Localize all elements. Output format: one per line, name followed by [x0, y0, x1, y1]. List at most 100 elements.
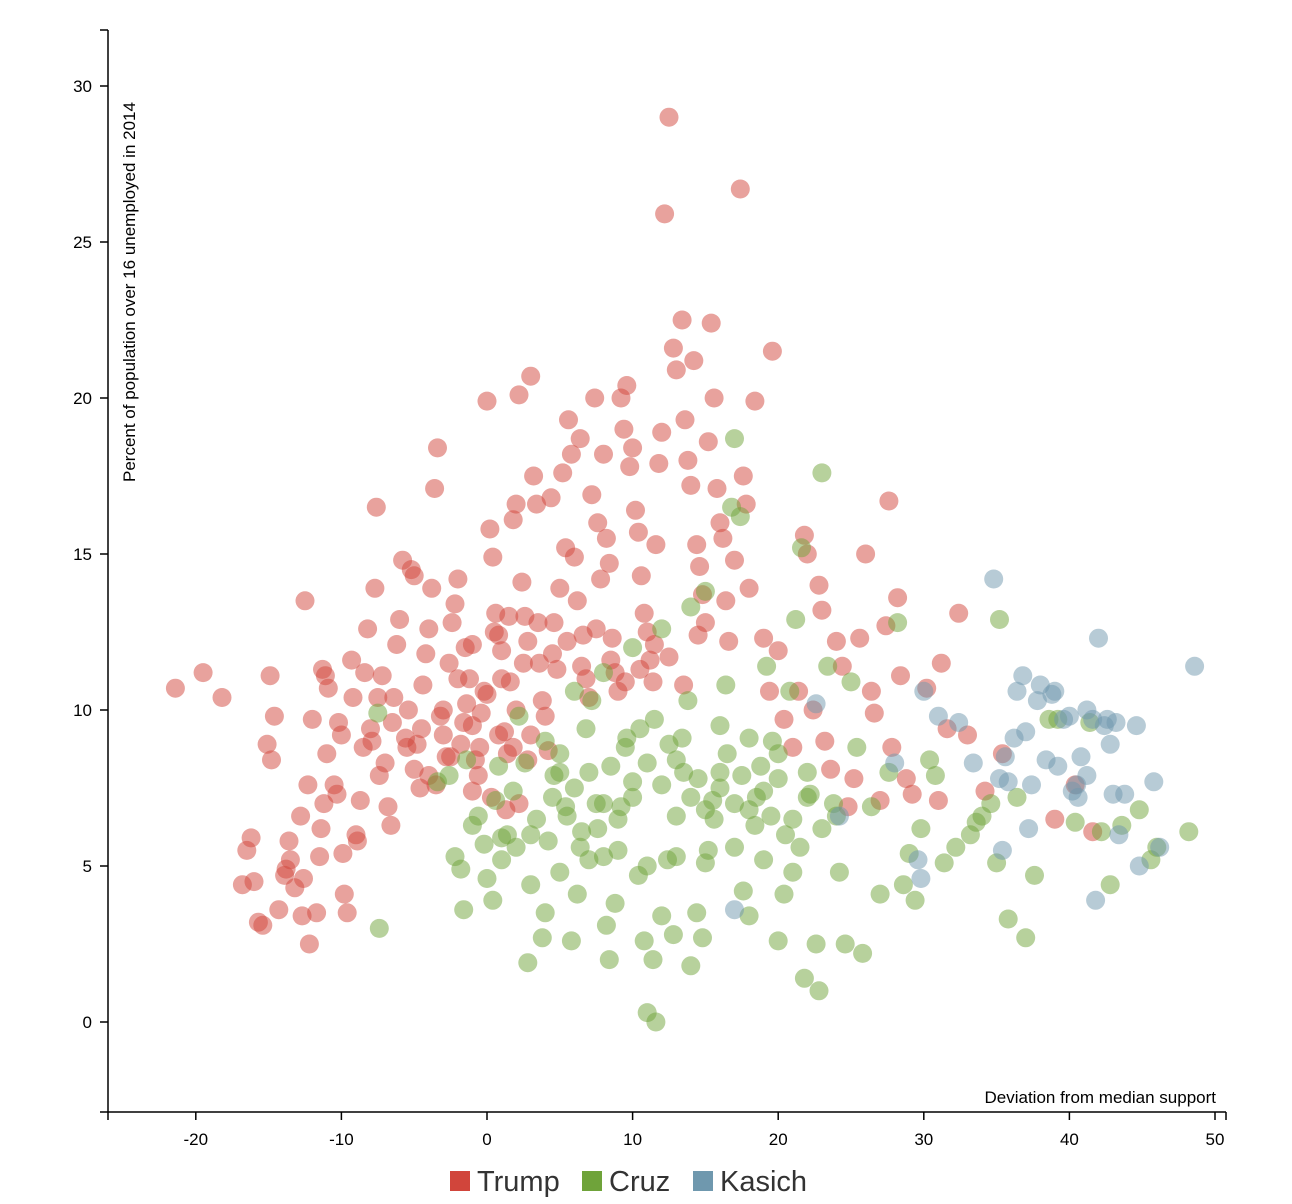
data-point-cruz [934, 853, 954, 873]
data-point-trump [244, 872, 264, 892]
data-point-cruz [674, 762, 694, 782]
data-point-trump [754, 628, 774, 648]
data-point-cruz [678, 691, 698, 711]
data-point-trump [333, 844, 353, 863]
data-point-trump [663, 338, 683, 358]
data-point-cruz [630, 719, 650, 739]
data-point-cruz [1179, 822, 1199, 842]
data-point-cruz [454, 900, 474, 920]
data-point-kasich [1067, 775, 1087, 795]
data-point-kasich [1007, 681, 1027, 701]
data-point-trump [768, 641, 788, 661]
data-point-trump [931, 653, 951, 673]
data-point-cruz [594, 663, 613, 683]
data-point-cruz [561, 931, 581, 951]
data-point-trump [387, 635, 407, 654]
x-tick-label: 0 [482, 1130, 491, 1149]
data-point-trump [725, 550, 744, 570]
data-point-cruz [751, 756, 771, 776]
data-point-trump [646, 535, 666, 555]
data-point-trump [390, 610, 410, 629]
legend-label-cruz: Cruz [609, 1166, 670, 1198]
data-point-cruz [739, 728, 759, 748]
data-point-cruz [521, 875, 541, 895]
data-point-trump [521, 725, 541, 745]
data-point-trump [733, 466, 753, 486]
data-point-trump [550, 578, 570, 598]
data-point-cruz [527, 809, 546, 829]
data-point-trump [404, 566, 424, 586]
data-point-cruz [468, 806, 488, 826]
data-point-trump [730, 179, 750, 199]
legend-item-kasich: Kasich [693, 1166, 807, 1198]
data-point-trump [492, 641, 512, 661]
series-trump [165, 107, 1103, 954]
data-point-cruz [503, 781, 523, 801]
data-point-kasich [908, 850, 928, 870]
data-point-cruz [596, 915, 616, 935]
data-point-cruz [652, 906, 672, 926]
data-point-cruz [861, 797, 881, 817]
data-point-cruz [1091, 822, 1111, 842]
data-point-cruz [681, 787, 701, 807]
data-point-cruz [634, 931, 654, 951]
data-point-kasich [992, 840, 1012, 860]
data-point-trump [269, 900, 289, 920]
data-point-trump [477, 684, 497, 704]
data-point-trump [413, 675, 433, 695]
data-point-trump [311, 819, 331, 839]
data-point-cruz [564, 778, 584, 798]
data-point-cruz [905, 890, 925, 910]
data-point-trump [378, 797, 398, 817]
data-point-kasich [914, 681, 934, 701]
data-point-cruz [586, 794, 606, 814]
data-point-kasich [911, 869, 931, 888]
data-point-trump [879, 491, 899, 511]
legend-item-cruz: Cruz [582, 1166, 670, 1198]
data-point-kasich [1071, 747, 1091, 767]
data-point-trump [457, 694, 477, 714]
data-point-kasich [1016, 722, 1036, 742]
data-point-trump [675, 410, 695, 430]
data-point-trump [241, 828, 261, 848]
data-point-cruz [623, 638, 643, 658]
data-point-kasich [1027, 691, 1047, 711]
data-point-cruz [637, 856, 657, 876]
data-point-trump [739, 578, 759, 598]
data-point-trump [298, 775, 318, 795]
data-point-trump [809, 575, 829, 595]
data-point-trump [425, 479, 445, 498]
data-point-trump [652, 422, 672, 442]
data-point-trump [384, 688, 404, 707]
data-point-cruz [576, 719, 596, 739]
data-point-trump [448, 669, 468, 689]
data-point-cruz [733, 881, 753, 901]
data-point-kasich [1086, 890, 1106, 910]
data-point-cruz [1065, 812, 1085, 832]
legend-label-kasich: Kasich [720, 1166, 807, 1198]
data-point-trump [783, 737, 803, 757]
data-point-trump [337, 903, 357, 923]
data-point-cruz [911, 819, 931, 839]
data-point-trump [544, 613, 564, 633]
data-point-trump [864, 703, 884, 723]
series-cruz [368, 429, 1199, 1032]
data-point-cruz [538, 831, 558, 851]
x-tick-label: -20 [184, 1130, 209, 1149]
legend-swatch-kasich [693, 1171, 713, 1191]
data-point-kasich [963, 753, 983, 773]
data-point-trump [815, 731, 835, 751]
data-point-trump [509, 385, 529, 405]
data-point-trump [674, 675, 694, 695]
data-point-trump [812, 600, 832, 620]
data-point-kasich [1106, 713, 1126, 732]
data-point-cruz [998, 909, 1018, 929]
x-tick-label: -10 [329, 1130, 354, 1149]
data-point-trump [681, 475, 701, 495]
x-axis-title: Deviation from median support [984, 1088, 1216, 1107]
y-tick-label: 0 [83, 1013, 92, 1032]
y-tick-label: 30 [73, 77, 92, 96]
data-point-trump [762, 341, 782, 361]
data-point-trump [684, 351, 704, 371]
data-point-trump [614, 419, 634, 439]
